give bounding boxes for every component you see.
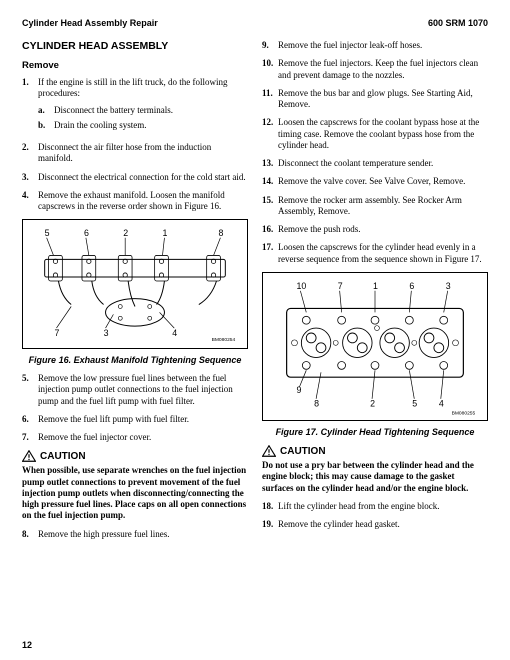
step-16-text: Remove the push rods. bbox=[278, 224, 488, 235]
fig16-callout: 8 bbox=[218, 228, 223, 238]
step-1a-text: Disconnect the battery terminals. bbox=[54, 105, 173, 116]
subsection-title: Remove bbox=[22, 60, 248, 71]
step-11: 11.Remove the bus bar and glow plugs. Se… bbox=[262, 88, 488, 111]
step-5-text: Remove the low pressure fuel lines betwe… bbox=[38, 373, 248, 407]
step-15-text: Remove the rocker arm assembly. See Rock… bbox=[278, 195, 488, 218]
figure-17-caption: Figure 17. Cylinder Head Tightening Sequ… bbox=[262, 427, 488, 437]
step-8-text: Remove the high pressure fuel lines. bbox=[38, 529, 248, 540]
fig17-callout: 3 bbox=[446, 281, 451, 291]
step-9-text: Remove the fuel injector leak-off hoses. bbox=[278, 40, 488, 51]
step-12-text: Loosen the capscrews for the coolant byp… bbox=[278, 117, 488, 151]
fig16-callout: 7 bbox=[54, 328, 59, 338]
fig16-callout: 2 bbox=[123, 228, 128, 238]
fig16-callout: 6 bbox=[84, 228, 89, 238]
caution-2-body: Do not use a pry bar between the cylinde… bbox=[262, 460, 488, 494]
caution-1-header: CAUTION bbox=[22, 450, 248, 462]
step-7: 7.Remove the fuel injector cover. bbox=[22, 432, 248, 443]
figure-17: 10 7 1 6 3 bbox=[262, 272, 488, 421]
page-number: 12 bbox=[22, 640, 32, 650]
step-10: 10.Remove the fuel injectors. Keep the f… bbox=[262, 58, 488, 81]
caution-2-header: CAUTION bbox=[262, 445, 488, 457]
step-1b-text: Drain the cooling system. bbox=[54, 120, 146, 131]
step-6-text: Remove the fuel lift pump with fuel filt… bbox=[38, 414, 248, 425]
step-19: 19.Remove the cylinder head gasket. bbox=[262, 519, 488, 530]
step-15: 15.Remove the rocker arm assembly. See R… bbox=[262, 195, 488, 218]
caution-1-label: CAUTION bbox=[40, 451, 86, 462]
step-2-text: Disconnect the air filter hose from the … bbox=[38, 142, 248, 165]
left-column: CYLINDER HEAD ASSEMBLY Remove 1.If the e… bbox=[22, 40, 248, 547]
fig17-callout: 4 bbox=[439, 398, 444, 408]
step-3-text: Disconnect the electrical connection for… bbox=[38, 172, 248, 183]
caution-2-label: CAUTION bbox=[280, 446, 326, 457]
fig17-callout: 8 bbox=[314, 398, 319, 408]
fig17-id: BM080255 bbox=[452, 410, 476, 416]
step-3: 3.Disconnect the electrical connection f… bbox=[22, 172, 248, 183]
step-1-text: If the engine is still in the lift truck… bbox=[38, 77, 227, 98]
step-18: 18.Lift the cylinder head from the engin… bbox=[262, 501, 488, 512]
fig17-callout: 1 bbox=[373, 281, 378, 291]
header-right: 600 SRM 1070 bbox=[428, 18, 488, 28]
step-12: 12.Loosen the capscrews for the coolant … bbox=[262, 117, 488, 151]
step-9: 9.Remove the fuel injector leak-off hose… bbox=[262, 40, 488, 51]
step-17: 17.Loosen the capscrews for the cylinder… bbox=[262, 242, 488, 265]
header-left: Cylinder Head Assembly Repair bbox=[22, 18, 158, 28]
step-2: 2.Disconnect the air filter hose from th… bbox=[22, 142, 248, 165]
step-4: 4.Remove the exhaust manifold. Loosen th… bbox=[22, 190, 248, 213]
fig16-callout: 1 bbox=[162, 228, 167, 238]
fig17-callout: 5 bbox=[412, 398, 417, 408]
step-16: 16.Remove the push rods. bbox=[262, 224, 488, 235]
step-17-text: Loosen the capscrews for the cylinder he… bbox=[278, 242, 488, 265]
fig16-callout: 5 bbox=[45, 228, 50, 238]
step-19-text: Remove the cylinder head gasket. bbox=[278, 519, 488, 530]
figure-16: 5 6 2 1 8 bbox=[22, 219, 248, 349]
step-14-text: Remove the valve cover. See Valve Cover,… bbox=[278, 176, 488, 187]
section-title: CYLINDER HEAD ASSEMBLY bbox=[22, 40, 248, 52]
fig17-callout: 2 bbox=[370, 398, 375, 408]
right-column: 9.Remove the fuel injector leak-off hose… bbox=[262, 40, 488, 547]
warning-icon bbox=[262, 445, 276, 457]
step-5: 5.Remove the low pressure fuel lines bet… bbox=[22, 373, 248, 407]
figure-16-caption: Figure 16. Exhaust Manifold Tightening S… bbox=[22, 355, 248, 365]
step-4-text: Remove the exhaust manifold. Loosen the … bbox=[38, 190, 248, 213]
step-18-text: Lift the cylinder head from the engine b… bbox=[278, 501, 488, 512]
step-10-text: Remove the fuel injectors. Keep the fuel… bbox=[278, 58, 488, 81]
step-1b: b.Drain the cooling system. bbox=[38, 120, 248, 131]
fig17-callout: 10 bbox=[296, 281, 306, 291]
warning-icon bbox=[22, 450, 36, 462]
step-1: 1.If the engine is still in the lift tru… bbox=[22, 77, 248, 135]
step-8: 8.Remove the high pressure fuel lines. bbox=[22, 529, 248, 540]
fig16-callout: 3 bbox=[104, 328, 109, 338]
step-13-text: Disconnect the coolant temperature sende… bbox=[278, 158, 488, 169]
fig17-callout: 7 bbox=[338, 281, 343, 291]
step-7-text: Remove the fuel injector cover. bbox=[38, 432, 248, 443]
step-1a: a.Disconnect the battery terminals. bbox=[38, 105, 248, 116]
fig17-callout: 6 bbox=[409, 281, 414, 291]
step-14: 14.Remove the valve cover. See Valve Cov… bbox=[262, 176, 488, 187]
figure-16-svg: 5 6 2 1 8 bbox=[27, 226, 243, 344]
fig16-callout: 4 bbox=[172, 328, 177, 338]
fig17-callout: 9 bbox=[296, 385, 301, 395]
step-6: 6.Remove the fuel lift pump with fuel fi… bbox=[22, 414, 248, 425]
step-11-text: Remove the bus bar and glow plugs. See S… bbox=[278, 88, 488, 111]
figure-17-svg: 10 7 1 6 3 bbox=[267, 279, 483, 416]
caution-1-body: When possible, use separate wrenches on … bbox=[22, 465, 248, 521]
fig16-id: BM080254 bbox=[212, 337, 236, 343]
step-13: 13.Disconnect the coolant temperature se… bbox=[262, 158, 488, 169]
